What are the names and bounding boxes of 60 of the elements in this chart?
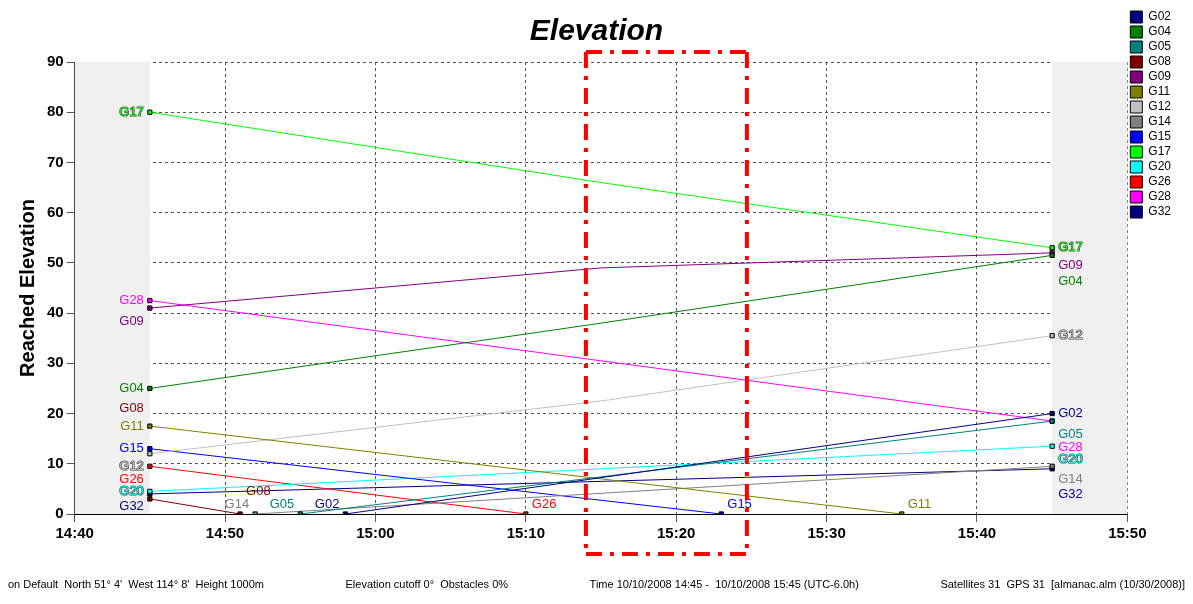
- text: G05: [269, 495, 295, 511]
- y-tick-label: 40: [47, 303, 64, 321]
- text: G17: [1058, 239, 1083, 255]
- text: Time 10/10/2008 14:45 - 10/10/2008 15:45 (UTC-6.0h): [589, 578, 859, 590]
- y-tick-label: 10: [47, 453, 64, 471]
- legend-label: G17: [1148, 144, 1172, 159]
- text: G05: [1058, 425, 1083, 441]
- legend-label: G09: [1148, 69, 1172, 84]
- x-tick-label: 15:30: [807, 524, 846, 542]
- y-tick-label: 50: [47, 253, 64, 271]
- text: G04: [1058, 272, 1083, 288]
- text: G11: [120, 417, 144, 433]
- legend-label: G32: [1148, 204, 1172, 219]
- y-tick-label: 0: [55, 504, 64, 522]
- text: G14: [1058, 470, 1083, 486]
- legend-label: G12: [1148, 99, 1172, 114]
- legend-label: G02: [1148, 9, 1172, 24]
- legend-label: G04: [1148, 24, 1172, 39]
- text: G14: [224, 495, 250, 511]
- legend-label: G11: [1148, 84, 1171, 99]
- y-tick-label: 70: [47, 152, 64, 170]
- text: G02: [314, 495, 340, 511]
- text: G15: [119, 440, 144, 456]
- text: G17: [119, 103, 144, 119]
- y-tick-label: 60: [47, 202, 64, 220]
- x-tick-label: 15:50: [1108, 524, 1147, 542]
- text: G08: [119, 399, 144, 415]
- y-tick-label: 20: [47, 403, 64, 421]
- y-tick-label: 90: [47, 52, 64, 70]
- text: G28: [119, 292, 144, 308]
- legend-label: G26: [1148, 174, 1172, 189]
- text: Satellites 31 GPS 31 [almanac.alm (10/30/2008)]: [940, 578, 1185, 590]
- x-tick-label: 15:20: [656, 524, 696, 542]
- text: G32: [1058, 486, 1083, 502]
- x-tick-label: 14:50: [205, 524, 245, 542]
- y-axis-title: Reached Elevation: [15, 199, 38, 377]
- legend-label: G08: [1148, 54, 1172, 69]
- legend-label: G05: [1148, 39, 1172, 54]
- text: G15: [727, 495, 752, 511]
- y-tick-label: 80: [47, 102, 64, 120]
- legend-label: G28: [1148, 189, 1172, 204]
- text: G02: [1058, 405, 1083, 421]
- text: on Default North 51° 4' West 114° 8' Height 1000m: [8, 578, 264, 590]
- text: G12: [1058, 327, 1083, 343]
- text: Elevation cutoff 0° Obstacles 0%: [345, 578, 509, 590]
- y-tick-label: 30: [47, 353, 64, 371]
- legend-label: G20: [1148, 159, 1172, 174]
- text: G11: [907, 495, 932, 511]
- x-tick-label: 15:40: [957, 524, 997, 542]
- chart-title: Elevation: [529, 13, 664, 47]
- x-tick-label: 15:10: [506, 524, 546, 542]
- text: G04: [119, 380, 144, 396]
- text: G32: [119, 498, 144, 514]
- x-tick-label: 15:00: [356, 524, 395, 542]
- text: G09: [1058, 257, 1083, 273]
- text: G09: [119, 312, 144, 328]
- legend-label: G15: [1148, 129, 1172, 144]
- x-tick-label: 14:40: [55, 524, 94, 542]
- text: G26: [531, 495, 557, 511]
- legend-label: G14: [1148, 114, 1172, 129]
